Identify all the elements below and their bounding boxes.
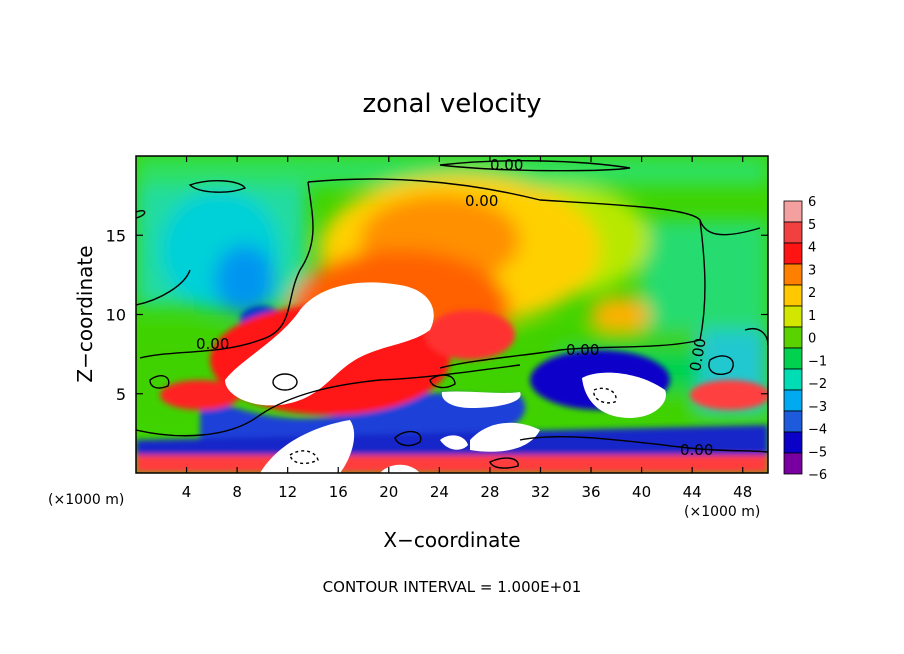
colorbar-label: −5 — [808, 445, 827, 460]
contour-labels: 0.00 0.00 0.00 0.00 0.00 0.00 — [196, 156, 713, 459]
colorbar-swatch — [783, 305, 803, 328]
colorbar-swatch — [783, 326, 803, 349]
contour-label: 0.00 — [680, 441, 713, 459]
x-tick-label: 8 — [232, 483, 242, 501]
contour-lines — [136, 160, 768, 469]
y-tick-label: 5 — [116, 385, 126, 404]
colorbar-label: 1 — [808, 309, 816, 324]
y-axis-label: Z−coordinate — [73, 245, 97, 382]
colorbar-label: 4 — [808, 241, 816, 256]
contour-label: 0.00 — [566, 341, 599, 359]
colorbar-swatch — [783, 452, 803, 475]
colorbar-label: −4 — [808, 423, 827, 438]
colorbar-swatch — [783, 221, 803, 244]
colorbar-swatch — [783, 242, 803, 265]
colorbar-label: 3 — [808, 263, 816, 278]
x-tick-label: 44 — [683, 483, 702, 501]
x-tick-label: 36 — [581, 483, 600, 501]
x-tick-label: 24 — [430, 483, 449, 501]
x-axis-label: X−coordinate — [383, 528, 520, 552]
colorbar-label: 2 — [808, 286, 816, 301]
colorbar-swatch — [783, 389, 803, 412]
colorbar-label: −1 — [808, 354, 827, 369]
x-tick-label: 28 — [480, 483, 499, 501]
contour-label: 0.00 — [196, 335, 229, 353]
y-tick-label: 15 — [106, 226, 126, 245]
contour-interval-note: CONTOUR INTERVAL = 1.000E+01 — [323, 578, 582, 596]
colorbar-label: −3 — [808, 400, 827, 415]
x-tick-label: 12 — [278, 483, 297, 501]
colorbar-label: 0 — [808, 332, 816, 347]
contour-label: 0.00 — [465, 192, 498, 210]
colorbar-swatch — [783, 347, 803, 370]
x-tick-label: 4 — [182, 483, 192, 501]
x-tick-label: 40 — [632, 483, 651, 501]
colorbar-swatch — [783, 431, 803, 454]
x-axis: 4 8 12 16 20 24 28 32 36 40 44 48 — [182, 156, 752, 501]
x-tick-label: 16 — [329, 483, 348, 501]
y-tick-label: 10 — [106, 306, 126, 325]
x-tick-label: 32 — [531, 483, 550, 501]
colorbar-label: 6 — [808, 195, 816, 210]
x-tick-label: 20 — [379, 483, 398, 501]
colorbar-label: −6 — [808, 468, 827, 483]
x-unit-left: (×1000 m) — [48, 492, 124, 508]
contour-label: 0.00 — [686, 337, 710, 373]
colorbar-swatch — [783, 200, 803, 223]
contour-label: 0.00 — [490, 156, 523, 174]
x-unit-right: (×1000 m) — [684, 504, 760, 520]
colorbar-swatch — [783, 368, 803, 391]
chart-title: zonal velocity — [362, 89, 541, 119]
colorbar-swatch — [783, 263, 803, 286]
colorbar-swatch — [783, 284, 803, 307]
colorbar-swatch — [783, 410, 803, 433]
colorbar: 6 5 4 3 2 1 0 −1 −2 −3 −4 −5 −6 — [783, 195, 827, 483]
x-tick-label: 48 — [733, 483, 752, 501]
colorbar-label: 5 — [808, 218, 816, 233]
y-axis: 5 10 15 — [106, 226, 768, 404]
colorbar-label: −2 — [808, 377, 827, 392]
heatmap-field — [136, 156, 768, 473]
